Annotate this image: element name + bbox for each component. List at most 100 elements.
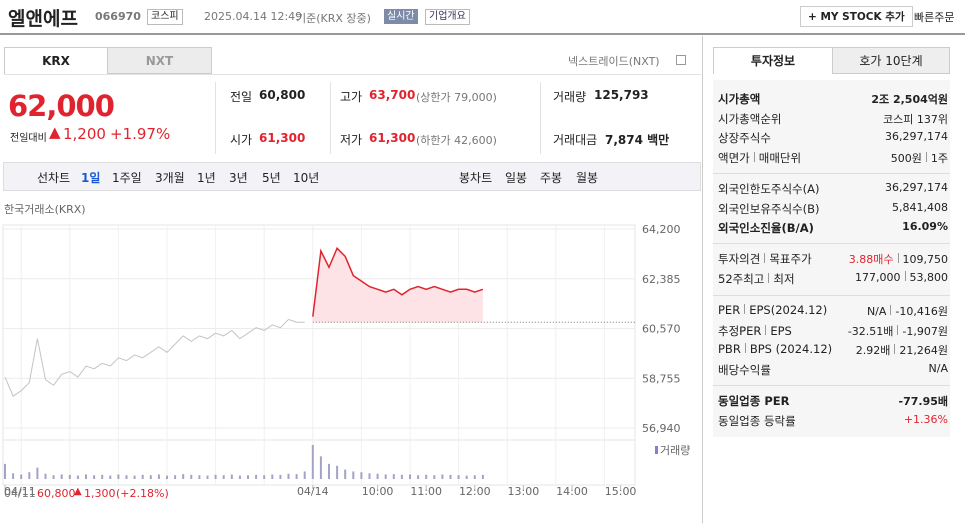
stat-label: 거래대금 bbox=[553, 133, 598, 147]
volume-bar bbox=[222, 475, 225, 479]
period-button[interactable]: 일봉 bbox=[505, 171, 528, 185]
info-value: 2.92배 21,264원 bbox=[856, 342, 948, 358]
value-text: 36,297,174 bbox=[885, 181, 948, 194]
info-label: 추정PER EPS bbox=[718, 323, 792, 339]
info-panel bbox=[713, 80, 950, 437]
separator bbox=[894, 344, 896, 354]
period-button[interactable]: 3년 bbox=[229, 171, 248, 185]
divider bbox=[713, 385, 950, 386]
volume-bar bbox=[60, 474, 63, 479]
volume-bar bbox=[255, 474, 258, 479]
y-tick-label: 58,755 bbox=[642, 372, 681, 385]
separator bbox=[897, 324, 899, 335]
separator bbox=[744, 343, 746, 353]
info-tab[interactable]: 호가 10단계 bbox=[832, 47, 950, 74]
label-text: 외국인소진율(B/A) bbox=[718, 221, 814, 235]
info-value: 500원 1주 bbox=[891, 150, 948, 166]
volume-bar bbox=[174, 475, 177, 479]
tab-krx[interactable]: KRX bbox=[4, 47, 108, 74]
tab-nxt[interactable]: NXT bbox=[107, 47, 212, 74]
period-button[interactable]: 3개월 bbox=[155, 171, 185, 185]
volume-bar bbox=[287, 473, 290, 479]
info-row: 상장주식수 36,297,174 bbox=[718, 130, 948, 149]
separator bbox=[765, 324, 767, 335]
volume-bar bbox=[28, 472, 31, 479]
current-price: 62,000 bbox=[8, 89, 115, 123]
volume-legend-icon bbox=[655, 446, 658, 454]
period-button[interactable]: 1주일 bbox=[112, 171, 142, 185]
period-button[interactable]: 주봉 bbox=[540, 171, 563, 185]
quick-order[interactable]: 빠른주문 bbox=[914, 11, 955, 24]
volume-bar bbox=[409, 474, 411, 479]
volume-bar bbox=[76, 475, 79, 479]
separator bbox=[768, 272, 770, 283]
price-chart: 한국거래소(KRX) 04/11 04/14 10:00 11:00 12:00 13:00… bbox=[2, 203, 690, 498]
realtime-badge[interactable]: 실시간 bbox=[384, 9, 418, 24]
x-tick-label: 11:00 bbox=[410, 485, 442, 498]
info-value: -32.51배 -1,907원 bbox=[848, 323, 948, 339]
volume-bar bbox=[133, 475, 136, 479]
info-value: N/A -10,416원 bbox=[867, 303, 948, 319]
overview-button[interactable]: 기업개요 bbox=[425, 9, 470, 25]
label-text: BPS (2024.12) bbox=[749, 342, 833, 356]
footer-date: 04/11 bbox=[4, 487, 36, 500]
volume-bar bbox=[481, 474, 484, 479]
info-value: 코스피 137위 bbox=[883, 111, 948, 127]
info-tab[interactable]: 투자정보 bbox=[713, 47, 833, 74]
separator bbox=[744, 304, 746, 314]
stat-note: (상한가 79,000) bbox=[416, 91, 497, 104]
separator bbox=[890, 305, 892, 315]
label-text: 투자의견 bbox=[718, 252, 761, 266]
volume-bar bbox=[400, 474, 403, 479]
period-button[interactable]: 월봉 bbox=[576, 171, 599, 185]
volume-bar bbox=[384, 474, 387, 479]
help-icon[interactable] bbox=[676, 55, 686, 65]
stat-label: 시가 bbox=[230, 133, 253, 147]
info-row: PBR BPS (2024.12) 2.92배 21,264원 bbox=[718, 342, 948, 361]
basis: 기준(KRX 장중) bbox=[296, 12, 371, 25]
label-text: 최저 bbox=[773, 271, 795, 286]
stat-value: 60,800 bbox=[259, 88, 306, 102]
volume-bar bbox=[44, 473, 47, 479]
volume-bar bbox=[125, 475, 128, 479]
volume-bar bbox=[279, 474, 282, 479]
info-label: PER EPS(2024.12) bbox=[718, 303, 827, 317]
volume-bar bbox=[376, 473, 379, 479]
value-text: -1,907원 bbox=[902, 324, 948, 338]
label-text: PBR bbox=[718, 342, 741, 356]
volume-bar bbox=[247, 475, 249, 479]
volume-bar bbox=[433, 475, 436, 479]
label-text: 배당수익률 bbox=[718, 362, 771, 377]
value-text: 2조 2,504억원 bbox=[871, 93, 948, 106]
y-tick-label: 60,570 bbox=[642, 323, 681, 336]
volume-bar bbox=[182, 474, 185, 479]
volume-bar bbox=[198, 475, 201, 479]
period-label: 봉차트 bbox=[459, 171, 493, 185]
info-row: 동일업종 등락률 +1.36% bbox=[718, 413, 948, 432]
info-label: 상장주식수 bbox=[718, 130, 771, 146]
label-text: 동일업종 PER bbox=[718, 394, 790, 408]
label-text: 시가총액 bbox=[718, 92, 761, 106]
datetime: 2025.04.14 12:49 bbox=[204, 10, 303, 23]
x-tick-label: 15:00 bbox=[605, 485, 637, 498]
label-text: 외국인한도주식수(A) bbox=[718, 182, 820, 196]
mystock-button[interactable]: + MY STOCK 추가 bbox=[800, 6, 913, 27]
separator bbox=[904, 270, 906, 281]
volume-bar bbox=[238, 475, 241, 479]
period-button[interactable]: 1년 bbox=[197, 171, 216, 185]
value-text: -32.51배 bbox=[847, 324, 894, 338]
info-value: 36,297,174 bbox=[885, 181, 948, 194]
volume-bar bbox=[473, 475, 476, 479]
volume-bar bbox=[36, 467, 39, 479]
volume-bar bbox=[392, 474, 395, 479]
period-button[interactable]: 5년 bbox=[262, 171, 281, 185]
info-value: 3.88매수 109,750 bbox=[849, 251, 948, 267]
x-tick-label: 13:00 bbox=[508, 485, 540, 498]
period-button[interactable]: 1일 bbox=[81, 171, 101, 185]
volume-bar bbox=[271, 474, 274, 479]
footer-change: 1,300 bbox=[84, 487, 116, 500]
volume-bar bbox=[93, 475, 96, 479]
period-button[interactable]: 10년 bbox=[293, 171, 320, 185]
info-value: -77.95배 bbox=[899, 393, 948, 409]
info-row: 액면가 매매단위 500원 1주 bbox=[718, 150, 948, 169]
